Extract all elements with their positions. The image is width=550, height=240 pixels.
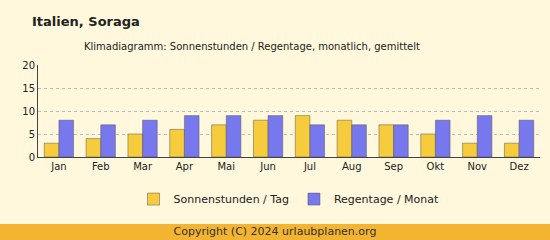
svg-text:15: 15 [22, 83, 35, 94]
svg-text:Klimadiagramm: Sonnenstunden /: Klimadiagramm: Sonnenstunden / Regentage… [84, 41, 420, 52]
svg-text:Apr: Apr [176, 161, 194, 172]
svg-text:Jan: Jan [50, 161, 66, 172]
svg-text:Jul: Jul [303, 161, 316, 172]
svg-text:20: 20 [22, 60, 35, 71]
svg-text:0: 0 [29, 152, 35, 163]
svg-text:Dez: Dez [510, 161, 529, 172]
html-text:Copyright (C) 2024 urlaubplane: Copyright (C) 2024 urlaubplanen.org [173, 225, 377, 238]
svg-text:10: 10 [22, 106, 35, 117]
svg-text:Italien, Soraga: Italien, Soraga [32, 14, 140, 29]
svg-text:Sonnenstunden / Tag: Sonnenstunden / Tag [174, 193, 289, 206]
svg-text:Mar: Mar [133, 161, 153, 172]
svg-text:5: 5 [29, 129, 35, 140]
svg-text:Mai: Mai [217, 161, 235, 172]
svg-text:Jun: Jun [259, 161, 276, 172]
svg-text:Regentage / Monat: Regentage / Monat [334, 193, 439, 206]
svg-text:Nov: Nov [467, 161, 487, 172]
svg-text:Sep: Sep [384, 161, 403, 172]
svg-text:Feb: Feb [92, 161, 110, 172]
svg-text:Okt: Okt [427, 161, 445, 172]
svg-text:Aug: Aug [342, 161, 362, 172]
